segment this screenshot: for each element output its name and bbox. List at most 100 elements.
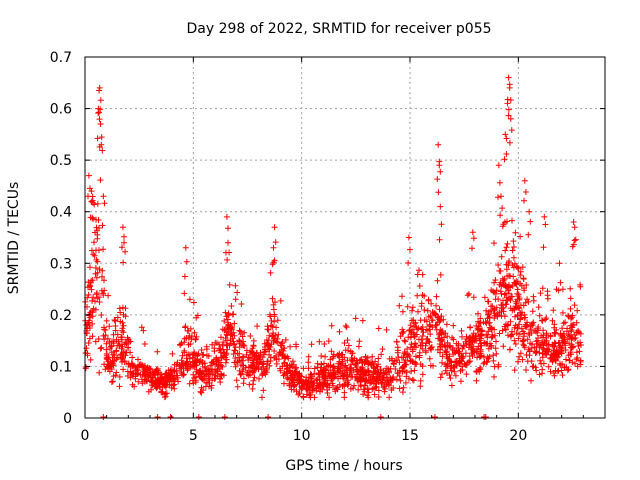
data-point: [120, 322, 127, 329]
data-point: [544, 292, 551, 299]
data-point: [296, 390, 303, 397]
data-point: [578, 342, 584, 348]
data-point: [192, 336, 199, 342]
data-point: [514, 313, 521, 319]
data-point: [408, 368, 415, 375]
data-point: [522, 189, 529, 195]
data-point: [557, 362, 564, 369]
data-point: [177, 341, 184, 348]
data-point: [99, 222, 106, 229]
data-point: [435, 141, 442, 148]
data-point: [273, 338, 280, 345]
data-point: [437, 203, 444, 210]
data-point: [409, 307, 415, 314]
data-point: [416, 336, 422, 343]
data-point: [543, 315, 550, 322]
data-point: [539, 366, 546, 373]
data-point: [549, 317, 556, 324]
data-point: [507, 97, 514, 103]
data-point: [344, 379, 351, 386]
data-point: [129, 362, 136, 369]
data-point: [396, 385, 403, 392]
data-points: [82, 74, 584, 420]
data-point: [577, 339, 584, 346]
data-point: [270, 244, 277, 251]
data-point: [503, 266, 510, 273]
data-point: [322, 367, 329, 374]
data-point: [438, 331, 445, 338]
data-point: [175, 378, 182, 385]
data-point: [305, 359, 312, 366]
data-point: [467, 358, 474, 365]
data-point: [433, 302, 440, 309]
data-point: [551, 343, 558, 350]
data-point: [225, 239, 231, 246]
data-point: [430, 362, 436, 369]
data-point: [504, 283, 511, 290]
data-point: [533, 348, 539, 355]
data-point: [571, 237, 578, 244]
data-point: [90, 251, 97, 258]
data-point: [228, 303, 235, 309]
data-point: [566, 357, 573, 364]
data-point: [124, 336, 131, 343]
data-point: [351, 355, 358, 362]
data-point: [245, 364, 252, 370]
data-point: [277, 297, 284, 304]
data-point: [405, 334, 412, 341]
data-point: [577, 330, 584, 337]
data-point: [521, 197, 527, 204]
data-point: [394, 344, 401, 351]
data-point: [318, 361, 325, 368]
data-point: [512, 229, 519, 236]
data-point: [95, 105, 102, 112]
data-point: [463, 371, 470, 378]
data-point: [427, 313, 434, 319]
data-point: [120, 259, 127, 266]
data-point: [361, 382, 368, 389]
data-point: [243, 347, 250, 354]
data-point: [282, 336, 289, 343]
data-point: [316, 338, 323, 345]
data-point: [328, 348, 335, 355]
data-point: [469, 334, 476, 341]
data-point: [574, 354, 581, 361]
data-point: [397, 377, 404, 384]
data-point: [460, 342, 467, 349]
data-point: [526, 352, 533, 359]
data-point: [543, 331, 550, 338]
data-point: [96, 299, 103, 305]
data-point: [232, 347, 239, 354]
data-point: [116, 383, 123, 390]
data-point: [280, 347, 287, 354]
data-point: [467, 324, 473, 331]
data-point: [567, 351, 574, 358]
data-point: [239, 353, 246, 360]
data-point: [517, 280, 524, 287]
data-point: [419, 333, 426, 339]
data-point: [374, 377, 381, 384]
data-point: [434, 176, 441, 183]
data-point: [404, 346, 411, 352]
data-point: [272, 299, 278, 306]
data-point: [265, 326, 272, 333]
data-point: [519, 337, 526, 344]
data-point: [513, 278, 520, 285]
data-point: [362, 354, 369, 361]
data-point: [525, 231, 532, 238]
data-point: [349, 350, 356, 357]
data-point: [375, 355, 382, 362]
data-point: [417, 383, 424, 390]
data-point: [419, 345, 426, 352]
data-point: [121, 239, 127, 246]
data-point: [307, 391, 314, 398]
data-point: [110, 373, 117, 380]
data-point: [407, 246, 413, 253]
data-point: [474, 354, 481, 361]
data-point: [199, 361, 206, 367]
data-point: [344, 337, 351, 344]
data-point: [109, 378, 116, 385]
data-point: [87, 264, 93, 271]
data-point: [90, 294, 97, 301]
data-point: [439, 359, 445, 366]
